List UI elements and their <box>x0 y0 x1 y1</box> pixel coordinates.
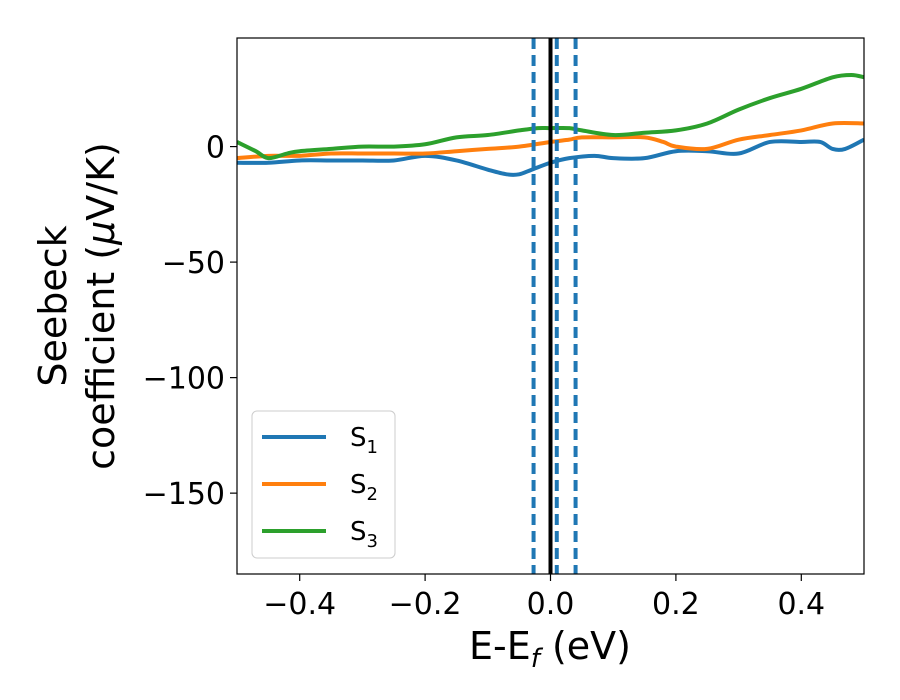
y-tick-label: −50 <box>162 246 225 281</box>
x-axis-label-unit: (eV) <box>540 624 631 668</box>
y-tick-label: 0 <box>206 131 225 166</box>
x-tick-label: 0.4 <box>777 587 825 622</box>
y-axis-label-unit: V/K) <box>79 142 123 221</box>
y-axis-label-line1: Seebeck <box>31 225 75 386</box>
legend-label-s3: S3 <box>350 517 378 552</box>
series-line-s2 <box>237 120 864 161</box>
legend-label-s2: S2 <box>350 470 378 505</box>
legend: S1 S2 S3 <box>251 410 396 559</box>
x-axis-label-main: E-E <box>469 624 531 668</box>
y-axis-ticks: 0 −50 −100 −150 <box>143 131 237 512</box>
x-tick-label: 0.0 <box>527 587 575 622</box>
x-tick-label: −0.4 <box>263 587 336 622</box>
x-tick-label: −0.2 <box>389 587 462 622</box>
y-tick-label: −150 <box>143 477 225 512</box>
y-axis-label-text: coefficient ( <box>79 245 123 470</box>
series-line-s1 <box>237 137 864 177</box>
series-layer <box>237 72 864 177</box>
series-line-s3 <box>237 72 864 161</box>
x-axis-ticks: −0.4 −0.2 0.0 0.2 0.4 <box>263 574 825 622</box>
y-axis-label-mu: μ <box>79 221 123 246</box>
vertical-lines-layer <box>531 38 578 574</box>
y-tick-label: −100 <box>143 362 225 397</box>
legend-label-s1: S1 <box>350 423 378 458</box>
x-axis-label: E-Ef (eV) <box>469 624 631 674</box>
y-axis-label-line2: coefficient (μV/K) <box>79 142 123 470</box>
x-tick-label: 0.2 <box>652 587 700 622</box>
